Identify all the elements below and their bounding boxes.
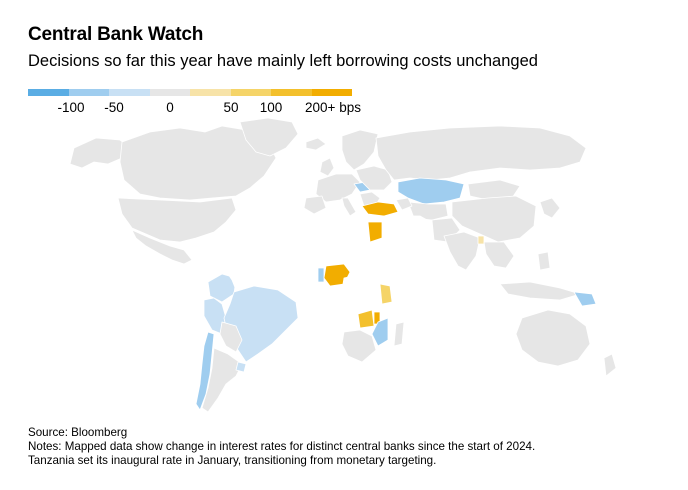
eastern-europe bbox=[355, 165, 393, 191]
iceland bbox=[305, 137, 327, 151]
west-africa-coast bbox=[297, 263, 319, 285]
chart-subtitle: Decisions so far this year have mainly l… bbox=[28, 52, 538, 70]
legend-label: 200+ bps bbox=[305, 100, 361, 115]
bolivia-paraguay bbox=[219, 321, 243, 353]
southern-africa bbox=[341, 329, 377, 363]
mozambique bbox=[371, 317, 389, 347]
chile bbox=[195, 331, 215, 411]
zambia bbox=[357, 309, 375, 329]
argentina bbox=[201, 347, 243, 413]
chart-notes: Source: Bloomberg Notes: Mapped data sho… bbox=[28, 426, 535, 468]
legend-swatch bbox=[271, 89, 312, 96]
central-africa bbox=[341, 273, 381, 311]
legend-label: -50 bbox=[104, 100, 124, 115]
indonesia bbox=[499, 281, 581, 301]
color-legend: -100 -50 0 50 100 200+ bps bbox=[28, 89, 361, 119]
ethiopia-somalia bbox=[379, 257, 415, 289]
legend-swatch bbox=[28, 89, 69, 96]
legend-label: 50 bbox=[223, 100, 239, 115]
methodology-note: Notes: Mapped data show change in intere… bbox=[28, 440, 536, 453]
caribbean bbox=[199, 251, 231, 261]
italy bbox=[341, 197, 357, 217]
kenya bbox=[379, 283, 393, 305]
legend-swatch bbox=[190, 89, 231, 96]
australia bbox=[515, 309, 591, 367]
korea-japan bbox=[539, 197, 561, 219]
legend-swatch bbox=[230, 89, 271, 96]
papua-new-guinea bbox=[573, 291, 597, 307]
india bbox=[443, 231, 481, 271]
angola bbox=[339, 309, 359, 333]
bangladesh bbox=[477, 235, 485, 245]
legend-label: 100 bbox=[259, 100, 283, 115]
tanzania-note: Tanzania set its inaugural rate in Janua… bbox=[28, 454, 437, 467]
ghana bbox=[317, 267, 325, 283]
legend-label: 0 bbox=[166, 100, 174, 115]
legend-swatch bbox=[149, 89, 190, 96]
world-map bbox=[0, 118, 688, 428]
egypt bbox=[367, 221, 383, 243]
legend-swatch bbox=[68, 89, 109, 96]
legend-swatch bbox=[311, 89, 352, 96]
morocco-algeria bbox=[299, 213, 355, 247]
kazakhstan bbox=[397, 177, 465, 205]
greenland bbox=[239, 118, 299, 157]
sahel bbox=[301, 243, 385, 271]
source-note: Source: Bloomberg bbox=[28, 426, 128, 439]
libya bbox=[351, 217, 373, 245]
russia bbox=[375, 125, 587, 181]
united-states bbox=[117, 197, 237, 243]
caucasus bbox=[395, 197, 413, 211]
alaska bbox=[69, 137, 129, 169]
philippines bbox=[537, 251, 551, 271]
brazil bbox=[223, 285, 299, 363]
new-zealand bbox=[603, 353, 617, 377]
scandinavia bbox=[341, 129, 379, 171]
canada bbox=[119, 125, 277, 201]
chart-title: Central Bank Watch bbox=[28, 24, 204, 45]
legend-swatch bbox=[109, 89, 150, 96]
united-kingdom bbox=[319, 157, 335, 177]
southeast-asia bbox=[483, 241, 515, 269]
iberia bbox=[303, 195, 327, 215]
legend-label: -100 bbox=[57, 100, 85, 115]
turkey bbox=[361, 201, 399, 217]
legend-swatches bbox=[28, 89, 352, 96]
china bbox=[451, 195, 537, 243]
uruguay bbox=[235, 361, 247, 373]
madagascar bbox=[393, 321, 405, 347]
